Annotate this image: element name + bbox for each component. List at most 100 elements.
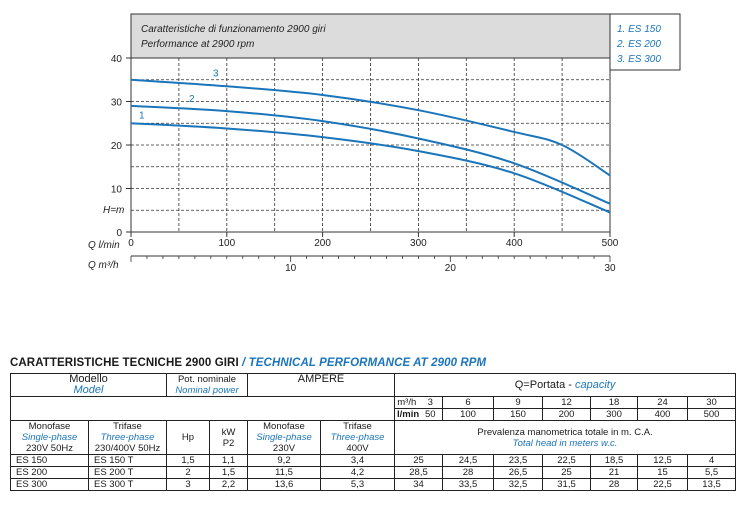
chart-title-en: Performance at 2900 rpm (141, 39, 254, 50)
series-curves: 1 2 3 (130, 69, 611, 214)
cell-head: 13,5 (686, 478, 737, 491)
m3h-value-2: 9 (493, 396, 543, 409)
spacer-cell (10, 396, 395, 421)
cell-kw: 1,1 (209, 454, 248, 467)
tri-header-en: Three-phase (100, 432, 155, 443)
lmin-value-2: 150 (493, 408, 543, 421)
performance-chart: Caratteristiche di funzionamento 2900 gi… (88, 13, 681, 274)
amp-tri-header: Trifase Three-phase 400V (320, 420, 395, 455)
x-tick-label: 100 (218, 238, 235, 249)
m3h-value-6: 30 (686, 396, 737, 409)
x-tick-label: 400 (506, 238, 523, 249)
amp-mono-en: Single-phase (256, 432, 312, 443)
mono-header-en: Single-phase (21, 432, 78, 443)
kw-header: kW P2 (209, 420, 248, 455)
model-header: Modello Model (10, 373, 167, 397)
y-axis-label: H=m (103, 205, 124, 216)
table-body: ES 150 ES 150 T 1,5 1,1 9,2 3,4 25 24,5 23,5 22,5… (10, 454, 737, 491)
capacity-header: Q=Portata - capacity (393, 373, 737, 397)
cell-head: 4 (686, 454, 737, 467)
m3h-value-5: 24 (637, 396, 688, 409)
cell-head: 15 (637, 466, 688, 479)
cell-head: 22,5 (542, 454, 591, 467)
cell-head: 28 (442, 466, 494, 479)
series-label-3: 3 (213, 69, 219, 80)
x2-axis: 10 20 30 (130, 255, 616, 274)
cell-head: 21 (590, 466, 638, 479)
x-axis-label: Q l/min (88, 240, 120, 251)
cell-head: 33,5 (442, 478, 494, 491)
m3h-value-3: 12 (542, 396, 591, 409)
series-line-1 (130, 122, 611, 214)
cell-head: 26,5 (493, 466, 543, 479)
chart-title-it: Caratteristiche di funzionamento 2900 gi… (141, 24, 326, 35)
capacity-header-en: capacity (574, 378, 616, 391)
cell-head: 23,5 (493, 454, 543, 467)
table-title-it: CARATTERISTICHE TECNICHE 2900 GIRI (10, 357, 239, 369)
cell-mono: ES 200 (10, 466, 89, 479)
series-label-1: 1 (139, 111, 145, 122)
cell-head: 32,5 (493, 478, 543, 491)
table-row: ES 300 ES 300 T 3 2,2 13,6 5,3 34 33,5 32,5 31,5 2… (10, 478, 737, 491)
table-title-sep: / (238, 357, 249, 369)
amp-mono-header: Monofase Single-phase 230V (247, 420, 321, 455)
cell-a-mono: 13,6 (247, 478, 321, 491)
amp-mono-volt: 230V (272, 443, 296, 454)
series-line-2 (130, 104, 611, 205)
cell-a-tri: 3,4 (320, 454, 395, 467)
cell-mono: ES 300 (10, 478, 89, 491)
lmin-unit: l/min (394, 408, 419, 421)
header-row-1: Modello Model Pot. nominale Nominal powe… (10, 373, 737, 397)
x2-tick-label: 10 (285, 263, 297, 274)
ampere-header: AMPERE (247, 373, 395, 397)
y-axis-ticks: 0 10 20 30 40 (111, 54, 131, 239)
lmin-value-4: 300 (590, 408, 638, 421)
y-tick-label: 40 (111, 54, 123, 65)
total-head-header: Prevalenza manometrica totale in m. C.A.… (393, 420, 737, 455)
cell-head: 5,5 (686, 466, 737, 479)
legend-box (609, 13, 681, 71)
table-row: ES 150 ES 150 T 1,5 1,1 9,2 3,4 25 24,5 23,5 22,5… (10, 454, 737, 467)
total-head-en: Total head in meters w.c. (512, 437, 618, 449)
y-tick-label: 20 (111, 141, 123, 152)
table-title-en: TECHNICAL PERFORMANCE AT 2900 RPM (248, 357, 487, 369)
cell-hp: 3 (166, 478, 210, 491)
m3h-value-1: 6 (442, 396, 494, 409)
cell-kw: 2,2 (209, 478, 248, 491)
mono-header-it: Monofase (28, 421, 71, 432)
power-header: Pot. nominale Nominal power (166, 373, 248, 397)
cell-head: 18,5 (590, 454, 638, 467)
m3h-value-4: 18 (590, 396, 638, 409)
amp-tri-en: Three-phase (330, 432, 385, 443)
cell-head: 34 (394, 478, 443, 491)
cell-head: 24,5 (442, 454, 494, 467)
cell-a-mono: 11,5 (247, 466, 321, 479)
cell-kw: 1,5 (209, 466, 248, 479)
cell-head: 25 (394, 454, 443, 467)
cell-head: 28,5 (394, 466, 443, 479)
header-row-2: Monofase Single-phase 230V 50Hz Trifase … (10, 420, 737, 455)
cell-tri: ES 150 T (88, 454, 167, 467)
tri-header-volt: 230/400V 50Hz (94, 443, 161, 454)
mono-header: Monofase Single-phase 230V 50Hz (10, 420, 89, 455)
power-header-it: Pot. nominale (177, 374, 237, 385)
cell-head: 12,5 (637, 454, 688, 467)
model-header-it: Modello (69, 373, 108, 385)
cell-hp: 1,5 (166, 454, 210, 467)
lmin-value-6: 500 (686, 408, 737, 421)
lmin-value-5: 400 (637, 408, 688, 421)
x2-tick-label: 20 (445, 263, 457, 274)
spec-table: Modello Model Pot. nominale Nominal powe… (10, 373, 737, 491)
y-tick-label: 10 (111, 185, 123, 196)
y-tick-label: 0 (116, 228, 122, 239)
p2-header-label: P2 (222, 437, 235, 449)
total-head-it: Prevalenza manometrica totale in m. C.A. (477, 426, 653, 438)
legend-item-2: 2. ES 200 (616, 39, 661, 50)
x2-axis-label: Q m³/h (88, 260, 119, 271)
cell-head: 25 (542, 466, 591, 479)
mono-header-volt: 230V 50Hz (25, 443, 73, 454)
header-row-units: m³/h 3 6 9 12 18 24 30 (10, 396, 737, 421)
cell-a-tri: 5,3 (320, 478, 395, 491)
table-row: ES 200 ES 200 T 2 1,5 11,5 4,2 28,5 28 26,5 25 21 1… (10, 466, 737, 479)
model-header-en: Model (73, 384, 104, 396)
